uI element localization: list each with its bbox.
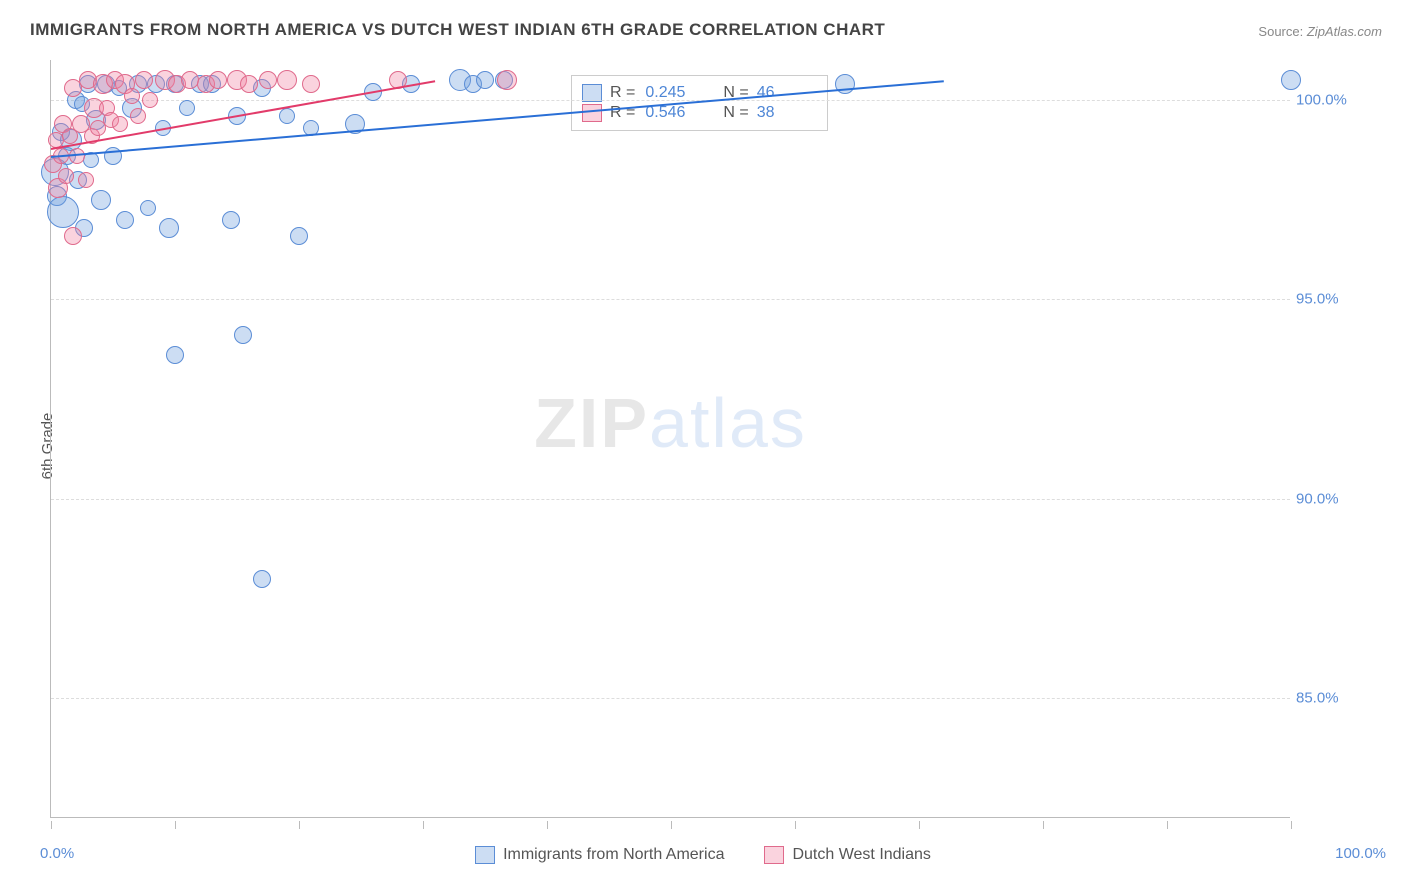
stat-n-value: 38 xyxy=(757,104,813,122)
legend-item-pink: Dutch West Indians xyxy=(764,846,930,864)
data-point-blue xyxy=(140,200,156,216)
data-point-blue xyxy=(253,570,271,588)
x-tick-mark xyxy=(299,821,300,829)
x-tick-mark xyxy=(671,821,672,829)
data-point-pink xyxy=(209,71,227,89)
data-point-blue xyxy=(476,71,494,89)
data-point-pink xyxy=(130,108,146,124)
data-point-blue xyxy=(47,196,79,228)
data-point-blue xyxy=(116,211,134,229)
data-point-blue xyxy=(166,346,184,364)
watermark: ZIPatlas xyxy=(534,383,807,463)
legend-swatch-pink-icon xyxy=(764,846,784,864)
x-tick-mark xyxy=(919,821,920,829)
data-point-pink xyxy=(124,88,140,104)
y-tick-label: 100.0% xyxy=(1296,91,1386,108)
gridline-horizontal xyxy=(51,299,1290,300)
x-tick-mark xyxy=(175,821,176,829)
data-point-pink xyxy=(240,75,258,93)
source-value: ZipAtlas.com xyxy=(1307,24,1382,39)
data-point-pink xyxy=(259,71,277,89)
y-tick-label: 95.0% xyxy=(1296,291,1386,308)
legend-item-blue: Immigrants from North America xyxy=(475,846,724,864)
correlation-stats-box: R =0.245N =46R =0.546N =38 xyxy=(571,75,828,131)
legend-swatch-blue-icon xyxy=(475,846,495,864)
data-point-blue xyxy=(279,108,295,124)
data-point-blue xyxy=(222,211,240,229)
data-point-pink xyxy=(64,227,82,245)
data-point-pink xyxy=(142,92,158,108)
data-point-pink xyxy=(497,70,517,90)
data-point-pink xyxy=(78,172,94,188)
chart-title: IMMIGRANTS FROM NORTH AMERICA VS DUTCH W… xyxy=(30,20,885,40)
x-tick-mark xyxy=(1291,821,1292,829)
x-tick-mark xyxy=(51,821,52,829)
x-tick-mark xyxy=(547,821,548,829)
source-attribution: Source: ZipAtlas.com xyxy=(1258,24,1382,39)
legend-swatch-pink-icon xyxy=(582,104,602,122)
gridline-horizontal xyxy=(51,698,1290,699)
data-point-blue xyxy=(234,326,252,344)
legend-label: Dutch West Indians xyxy=(792,846,930,864)
y-tick-label: 90.0% xyxy=(1296,490,1386,507)
gridline-horizontal xyxy=(51,100,1290,101)
data-point-pink xyxy=(58,168,74,184)
stat-n-label: N = xyxy=(723,104,748,122)
data-point-blue xyxy=(290,227,308,245)
scatter-plot-area: ZIPatlas R =0.245N =46R =0.546N =38 85.0… xyxy=(50,60,1290,818)
data-point-blue xyxy=(1281,70,1301,90)
source-label: Source: xyxy=(1258,24,1303,39)
x-tick-mark xyxy=(1043,821,1044,829)
y-tick-label: 85.0% xyxy=(1296,690,1386,707)
data-point-blue xyxy=(179,100,195,116)
watermark-atlas: atlas xyxy=(649,384,807,462)
data-point-pink xyxy=(277,70,297,90)
legend-label: Immigrants from North America xyxy=(503,846,724,864)
data-point-pink xyxy=(302,75,320,93)
data-point-pink xyxy=(135,71,153,89)
data-point-pink xyxy=(181,71,199,89)
x-tick-mark xyxy=(423,821,424,829)
x-tick-mark xyxy=(1167,821,1168,829)
stats-row-pink: R =0.546N =38 xyxy=(582,104,813,122)
data-point-blue xyxy=(159,218,179,238)
gridline-horizontal xyxy=(51,499,1290,500)
x-tick-mark xyxy=(795,821,796,829)
bottom-legend: Immigrants from North America Dutch West … xyxy=(0,846,1406,864)
data-point-blue xyxy=(91,190,111,210)
data-point-pink xyxy=(112,116,128,132)
watermark-zip: ZIP xyxy=(534,384,649,462)
